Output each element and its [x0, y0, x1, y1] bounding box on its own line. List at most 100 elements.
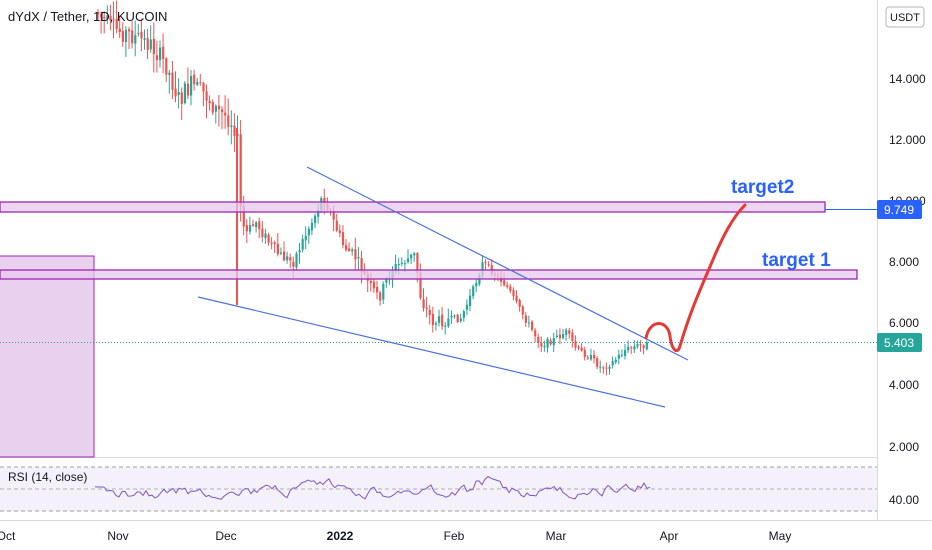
candle-body: [190, 76, 193, 96]
candle-body: [165, 58, 168, 75]
lower-trendline: [197, 296, 666, 408]
candle-body: [444, 325, 447, 327]
candle-body: [438, 316, 441, 323]
candle-body: [177, 92, 180, 96]
demand-zone-box: [0, 255, 95, 458]
candle-body: [357, 257, 360, 259]
target1-label: target 1: [762, 250, 831, 271]
x-tick-label: Apr: [660, 529, 679, 543]
candle-body: [298, 250, 301, 253]
x-tick-label: Mar: [546, 529, 567, 543]
candle-body: [267, 234, 270, 243]
candle-body: [106, 15, 109, 19]
candle-body: [574, 341, 577, 348]
candle-body: [552, 338, 555, 346]
candle-body: [146, 38, 149, 51]
candle-body: [407, 258, 410, 263]
candle-body: [310, 222, 314, 231]
candle-body: [233, 125, 236, 136]
x-tick-label: Feb: [444, 529, 465, 543]
candle-body: [159, 47, 162, 61]
chart-title: dYdX / Tether, 1D, KUCOIN: [8, 9, 167, 24]
candle-body: [369, 281, 372, 284]
candle-body: [292, 261, 295, 267]
candle-body: [279, 252, 283, 254]
candle-body: [323, 197, 326, 204]
candle-body: [118, 28, 121, 33]
candle-body: [487, 264, 490, 266]
candle-body: [137, 33, 140, 35]
candle-body: [577, 346, 580, 349]
x-tick-label: Oct: [0, 529, 16, 543]
candle-body: [608, 366, 611, 369]
candle-body: [565, 329, 568, 335]
candle-body: [410, 254, 413, 259]
candle-body: [456, 314, 459, 322]
candle-body: [217, 105, 221, 110]
candle-body: [171, 72, 174, 90]
candle-body: [286, 256, 289, 261]
candle-body: [583, 349, 586, 357]
candle-body: [403, 263, 407, 265]
candle-body: [645, 342, 648, 350]
candle-body: [589, 354, 593, 360]
candle-body: [481, 262, 484, 276]
candle-body: [174, 88, 177, 97]
candle-body: [261, 228, 264, 238]
candle-body: [162, 46, 165, 60]
candle-body: [258, 221, 261, 230]
candle-body: [614, 359, 617, 363]
candle-body: [128, 29, 131, 32]
y-tick-label: 6.000: [889, 316, 919, 330]
x-tick-label: 2022: [327, 529, 354, 543]
candle-body: [509, 286, 512, 292]
candle-body: [248, 225, 252, 232]
candle-body: [314, 215, 317, 223]
candle-body: [205, 91, 208, 101]
candle-body: [332, 210, 335, 220]
candle-body: [317, 210, 320, 217]
candle-body: [571, 332, 574, 341]
target1-zone: [0, 269, 858, 280]
candle-body: [301, 239, 304, 250]
candle-body: [214, 105, 217, 112]
candle-body: [453, 315, 456, 317]
time-axis: Oct Nov Dec 2022 Feb Mar Apr May: [0, 529, 791, 543]
candle-body: [537, 336, 540, 343]
candle-body: [602, 367, 605, 369]
currency-badge[interactable]: USDT: [890, 12, 920, 24]
candle-body: [140, 31, 143, 39]
candle-body: [208, 101, 211, 104]
candle-series: [97, 0, 648, 376]
candle-body: [642, 345, 645, 348]
candle-body: [196, 81, 199, 86]
candle-body: [562, 334, 565, 339]
candle-body: [558, 334, 562, 339]
candle-body: [543, 346, 546, 348]
candle-body: [112, 19, 115, 21]
y-tick-label: 4.000: [889, 378, 919, 392]
candle-body: [345, 245, 348, 250]
candle-body: [351, 249, 354, 252]
candle-body: [394, 263, 397, 271]
candle-body: [434, 323, 438, 325]
candle-body: [416, 253, 419, 273]
candle-body: [245, 225, 248, 232]
candle-body: [478, 275, 481, 285]
candle-body: [109, 15, 112, 21]
candle-body: [199, 82, 202, 84]
candle-body: [512, 290, 515, 297]
projection-arrow: [644, 203, 747, 353]
candle-body: [611, 361, 614, 366]
candle-body: [382, 283, 385, 300]
x-tick-label: Nov: [107, 529, 128, 543]
candle-body: [459, 318, 462, 322]
target2-zone: [0, 201, 826, 213]
candle-body: [385, 278, 388, 283]
candle-body: [580, 347, 583, 351]
candle-body: [100, 14, 103, 17]
candle-body: [230, 125, 233, 127]
candle-body: [540, 343, 543, 347]
y-tick-label: 12.000: [889, 133, 926, 147]
